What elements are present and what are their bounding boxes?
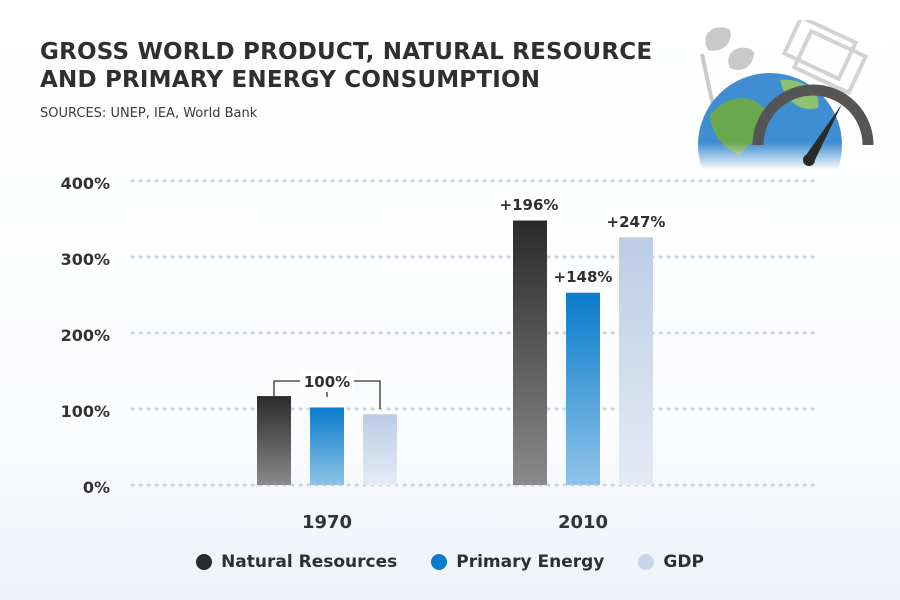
bar-1970-primary-energy [310,407,344,485]
y-tick-label: 400% [61,174,110,193]
bars [257,220,653,485]
bar-2010-primary-energy [566,292,600,485]
bar-2010-gdp [619,237,653,485]
y-tick-label: 100% [61,402,110,421]
data-label-2010-natural-resources: +196% [500,196,559,214]
x-category-label: 2010 [558,512,608,533]
legend-swatch [196,554,213,570]
data-label-1970: 100% [304,373,350,391]
bar-1970-gdp [363,414,397,485]
y-axis-ticks: 400% 300% 200% 100% 0% [61,174,110,497]
annotations-2010: +196% +148% +247% [500,196,666,286]
y-tick-label: 200% [61,326,110,345]
legend-label: Natural Resources [221,552,398,572]
legend-label: Primary Energy [456,552,605,572]
legend-swatch [431,554,448,570]
bar-2010-natural-resources [513,220,547,485]
legend-item-natural-resources: Natural Resources [196,552,397,572]
annotation-1970: 100% [273,370,381,409]
data-label-2010-primary-energy: +148% [554,268,613,286]
legend-swatch [638,554,655,570]
y-tick-label: 0% [83,478,110,497]
x-category-label: 1970 [302,512,352,533]
legend-item-primary-energy: Primary Energy [431,552,604,572]
y-tick-label: 300% [61,250,110,269]
chart-title: GROSS WORLD PRODUCT, NATURAL RESOURCE AN… [40,39,653,93]
chart-legend: Natural Resources Primary Energy GDP [0,552,900,572]
legend-label: GDP [663,552,704,572]
bar-1970-natural-resources [257,396,291,485]
x-axis-categories: 1970 2010 [302,512,608,533]
sources-note: SOURCES: UNEP, IEA, World Bank [40,106,258,121]
bar-chart: 400% 300% 200% 100% 0% 100% +196% +148% … [61,174,822,533]
data-label-2010-gdp: +247% [607,213,666,231]
gauge-icon [752,84,874,166]
globe-gauge-illustration [690,20,880,170]
gridlines [130,179,822,487]
globe-icon [690,60,880,170]
legend-item-gdp: GDP [638,552,704,572]
